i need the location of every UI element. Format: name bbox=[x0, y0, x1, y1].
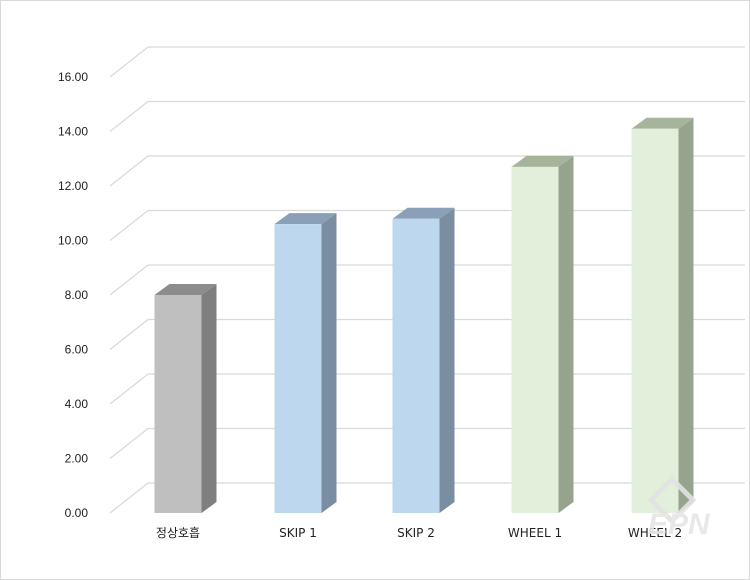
y-tick-label: 16.00 bbox=[58, 70, 88, 84]
watermark-logo: EPN bbox=[647, 475, 711, 541]
bar bbox=[274, 213, 337, 513]
y-tick-label: 0.00 bbox=[65, 506, 89, 520]
gridline bbox=[109, 100, 745, 133]
bar bbox=[631, 117, 694, 514]
y-tick-label: 8.00 bbox=[65, 288, 89, 302]
x-category-label: SKIP 2 bbox=[397, 526, 435, 540]
x-category-label: WHEEL 1 bbox=[508, 526, 562, 540]
y-tick-label: 10.00 bbox=[58, 234, 88, 248]
y-tick-label: 2.00 bbox=[65, 452, 89, 466]
bar bbox=[392, 207, 455, 513]
x-category-label: WHEEL 2 bbox=[628, 526, 682, 540]
watermark-text: EPN bbox=[648, 508, 711, 541]
x-category-label: 정상호흡 bbox=[156, 526, 200, 540]
y-tick-label: 12.00 bbox=[58, 179, 88, 193]
y-tick-label: 14.00 bbox=[58, 125, 88, 139]
bar bbox=[154, 284, 217, 513]
x-axis-category-labels: 정상호흡 SKIP 1 SKIP 2 WHEEL 1 WHEEL 2 bbox=[156, 526, 682, 540]
y-tick-label: 4.00 bbox=[65, 397, 89, 411]
watermark-diamond-icon bbox=[647, 475, 697, 525]
bars bbox=[154, 117, 694, 514]
y-tick-label: 6.00 bbox=[65, 343, 89, 357]
bar bbox=[511, 155, 574, 514]
x-category-label: SKIP 1 bbox=[279, 526, 317, 540]
gridline bbox=[109, 46, 745, 78]
y-axis-tick-labels: 0.00 2.00 4.00 6.00 8.00 10.00 12.00 14.00 16.00 bbox=[58, 70, 88, 520]
